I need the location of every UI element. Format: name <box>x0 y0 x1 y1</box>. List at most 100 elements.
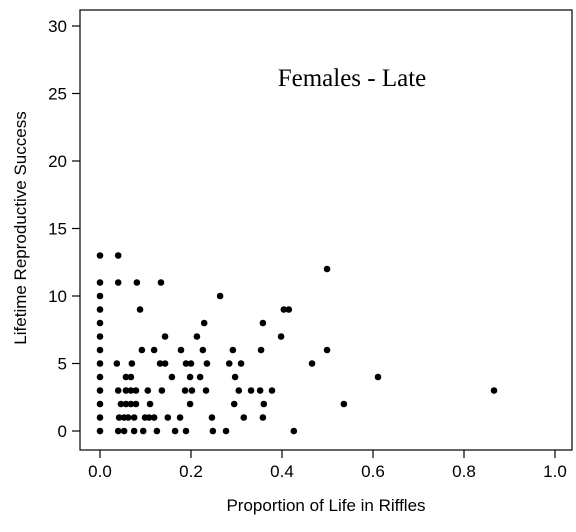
point <box>290 427 298 435</box>
point <box>181 387 189 394</box>
point <box>186 400 194 408</box>
x-tick-label: 0.2 <box>179 462 203 481</box>
point <box>144 387 152 394</box>
plot-frame <box>79 9 573 451</box>
point <box>235 387 243 394</box>
point <box>164 414 172 421</box>
y-tick-label: 10 <box>48 287 67 306</box>
point <box>199 346 207 354</box>
point <box>139 427 147 435</box>
point <box>196 373 204 381</box>
point <box>374 373 382 381</box>
point <box>120 427 128 435</box>
y-tick-label: 25 <box>48 85 67 104</box>
point <box>247 387 255 394</box>
point <box>96 319 104 327</box>
y-axis-title: Lifetime Reproductive Success <box>11 111 30 344</box>
point <box>240 414 248 421</box>
x-tick-label: 1.0 <box>543 462 567 481</box>
point <box>133 279 141 286</box>
point <box>122 373 130 381</box>
x-tick-label: 0.6 <box>361 462 385 481</box>
point <box>114 427 122 435</box>
point <box>186 373 194 381</box>
point <box>124 414 132 421</box>
point <box>127 400 135 408</box>
x-tick-label: 0.8 <box>452 462 476 481</box>
point <box>158 387 166 394</box>
point <box>132 400 140 408</box>
point <box>182 360 190 367</box>
point <box>127 373 135 381</box>
y-tick-label: 0 <box>58 422 67 441</box>
point <box>171 427 179 435</box>
point <box>114 252 122 259</box>
point <box>127 387 135 394</box>
point <box>216 292 224 300</box>
point <box>96 414 104 421</box>
point <box>130 414 138 421</box>
point <box>176 414 184 421</box>
point <box>259 414 267 421</box>
point <box>150 346 158 354</box>
point <box>132 387 140 394</box>
point <box>230 400 238 408</box>
point <box>96 400 104 408</box>
point <box>182 427 190 435</box>
point <box>96 306 104 313</box>
point <box>193 333 201 340</box>
y-tick-label: 15 <box>48 220 67 239</box>
point <box>96 427 104 435</box>
y-tick-label: 20 <box>48 152 67 171</box>
point <box>237 360 245 367</box>
point <box>285 306 293 313</box>
point <box>188 387 196 394</box>
point <box>340 400 348 408</box>
point <box>138 346 146 354</box>
point <box>231 373 239 381</box>
x-tick-label: 0.0 <box>88 462 112 481</box>
point <box>96 346 104 354</box>
point <box>280 306 288 313</box>
point <box>122 400 130 408</box>
point <box>161 333 169 340</box>
point <box>323 265 331 273</box>
point <box>96 292 104 300</box>
point <box>209 427 217 435</box>
point <box>308 360 316 367</box>
point <box>202 387 210 394</box>
y-tick-label: 30 <box>48 17 67 36</box>
point <box>208 414 216 421</box>
point <box>145 414 153 421</box>
point <box>153 427 161 435</box>
point <box>114 279 122 286</box>
point <box>256 387 264 394</box>
point <box>96 252 104 259</box>
point <box>96 373 104 381</box>
point <box>222 427 230 435</box>
point <box>96 333 104 340</box>
point <box>157 279 165 286</box>
point <box>146 400 154 408</box>
point <box>128 360 136 367</box>
point <box>268 387 276 394</box>
point <box>257 346 265 354</box>
point <box>156 360 164 367</box>
point <box>122 387 130 394</box>
point <box>96 387 104 394</box>
chart-title: Females - Late <box>278 65 427 92</box>
point <box>113 360 121 367</box>
point <box>130 427 138 435</box>
point <box>259 319 267 327</box>
point <box>114 387 122 394</box>
point <box>323 346 331 354</box>
point <box>150 414 158 421</box>
point <box>96 279 104 286</box>
point <box>136 306 144 313</box>
point <box>277 333 285 340</box>
x-tick-label: 0.4 <box>270 462 294 481</box>
point <box>225 360 233 367</box>
point <box>229 346 237 354</box>
point <box>187 360 195 367</box>
